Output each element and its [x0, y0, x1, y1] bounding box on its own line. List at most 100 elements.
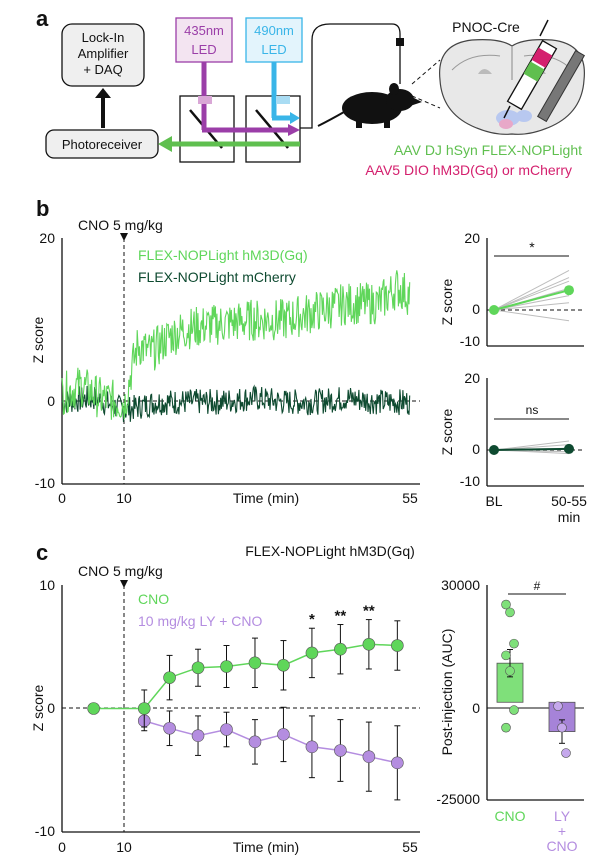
trace-mcherry — [61, 384, 411, 423]
series-line-cno — [93, 643, 398, 710]
amplifier-label-1: Lock-In — [82, 30, 125, 45]
bar-point-ly — [561, 748, 571, 758]
bar-inset-marks — [496, 599, 576, 758]
inset-top-mean-point-end — [564, 285, 574, 296]
bar-inset-significance: # — [534, 579, 541, 593]
significance-marker: ** — [335, 608, 347, 625]
panel-c-ytick-10: 10 — [39, 577, 55, 593]
panel-c-series: * ** ** — [87, 603, 404, 801]
amplifier-label-2: Amplifier — [78, 46, 129, 61]
inset-bottom-mean-point-bl — [489, 445, 499, 455]
data-point-cno — [137, 702, 151, 715]
bar-point-cno — [505, 607, 515, 618]
bar-inset-xtick-cno: CNO — [494, 808, 525, 824]
inset-bottom-mean-line — [493, 447, 570, 451]
data-point-cno — [391, 639, 404, 652]
panel-b-xlabel: Time (min) — [233, 490, 299, 506]
syringe-illustration — [503, 19, 586, 123]
data-point-ly — [163, 721, 176, 735]
panel-b-ylabel: Z score — [30, 316, 46, 363]
panel-c-ylabel: Z score — [30, 684, 46, 731]
panel-b-xtick-55: 55 — [402, 490, 418, 506]
bar-point-cno — [509, 638, 519, 649]
led-490-label-2: LED — [261, 42, 286, 57]
data-point-cno — [362, 637, 376, 651]
panel-c-letter: c — [36, 540, 48, 565]
amplifier-box — [61, 23, 145, 87]
panel-b-injection-marker — [120, 233, 128, 241]
inset-top-ytick-20: 20 — [464, 230, 480, 246]
panel-c-bar-inset: 30000 0 -25000 Post-injection (AUC) # CN… — [436, 577, 584, 854]
panel-b-xtick-0: 0 — [58, 490, 66, 506]
data-point-ly — [334, 744, 347, 757]
series-line-ly — [144, 720, 398, 764]
inset-xtick-end-1: 50-55 — [551, 493, 587, 509]
amplifier-label-3: + DAQ — [83, 62, 122, 77]
data-point-cno — [334, 642, 347, 656]
virus-label-2: AAV5 DIO hM3D(Gq) or mCherry — [365, 162, 572, 178]
signal-arrow-head — [95, 88, 111, 98]
led-490-label-1: 490nm — [254, 23, 294, 38]
mouse-line-label: PNOC-Cre — [452, 19, 520, 35]
bar-inset-ytick-30000: 30000 — [441, 577, 480, 593]
zoom-line-top — [411, 59, 441, 85]
bar-inset-ytick-neg25000: -25000 — [436, 791, 480, 807]
data-point-ly — [362, 750, 376, 763]
data-point-ly — [220, 723, 233, 736]
significance-marker: * — [309, 611, 315, 628]
bar-inset-xtick-ly-2: + — [558, 823, 566, 839]
panel-b-xtick-10: 10 — [116, 490, 132, 506]
panel-c-injection-label: CNO 5 mg/kg — [78, 563, 163, 579]
panel-b-inset-bottom: 20 0 -10 Z score ns BL 50-55 min — [439, 370, 587, 525]
light-arrow-435 — [288, 124, 300, 136]
zoom-line-bottom — [411, 95, 441, 109]
inset-top-mean-line — [493, 289, 570, 311]
panel-b-inset-top: 20 0 -10 Z score * — [439, 230, 584, 349]
data-point-ly — [277, 728, 290, 741]
bar-point-cno — [509, 705, 519, 715]
panel-c-legend-ly: 10 mg/kg LY + CNO — [138, 613, 262, 629]
inset-xtick-bl: BL — [485, 493, 502, 509]
data-point-cno — [87, 702, 100, 715]
led-435-label-1: 435nm — [184, 23, 224, 38]
panel-b-legend-hm3d: FLEX-NOPLight hM3D(Gq) — [138, 247, 308, 263]
data-point-ly — [305, 740, 319, 754]
inset-bottom-ylabel: Z score — [439, 408, 455, 455]
filter-490 — [276, 96, 290, 104]
panel-b-traces — [61, 270, 411, 423]
inset-bottom-lines — [489, 440, 574, 455]
data-point-ly — [191, 729, 205, 742]
bar-point-cno — [501, 722, 511, 733]
panel-b-ytick-20: 20 — [39, 230, 55, 246]
panel-c-xtick-10: 10 — [116, 839, 132, 855]
panel-c: c FLEX-NOPLight hM3D(Gq) CNO 5 mg/kg 10 … — [30, 540, 584, 855]
panel-c-ytick-0: 0 — [47, 700, 55, 716]
bar-inset-xtick-ly-3: CNO — [546, 838, 577, 854]
panel-c-xtick-0: 0 — [58, 839, 66, 855]
data-point-ly — [391, 756, 404, 770]
panel-a-letter: a — [36, 6, 49, 31]
led-435-label-2: LED — [191, 42, 216, 57]
inset-xtick-end-2: min — [558, 509, 581, 525]
inset-top-lines — [489, 269, 574, 322]
inset-top-mean-point-bl — [489, 305, 499, 315]
data-point-cno — [248, 656, 262, 670]
data-point-cno — [277, 658, 290, 672]
inset-bottom-ytick-20: 20 — [464, 370, 480, 386]
trace-hm3d — [61, 270, 411, 420]
data-point-ly — [248, 735, 262, 749]
photoreceiver-label: Photoreceiver — [62, 137, 143, 152]
inset-top-individual-line — [493, 277, 570, 311]
data-point-cno — [191, 661, 205, 675]
bar-inset-xtick-ly-1: LY — [554, 808, 571, 824]
emission-arrow — [158, 136, 172, 152]
inset-top-ytick-0: 0 — [472, 301, 480, 317]
filter-435 — [198, 96, 212, 104]
inset-top-individual-line — [493, 269, 570, 311]
bar-point-cno — [501, 599, 511, 610]
inset-top-ytick-neg10: -10 — [460, 333, 480, 349]
panel-c-injection-marker — [120, 580, 128, 588]
led-490-box — [245, 17, 303, 63]
panel-c-xtick-55: 55 — [402, 839, 418, 855]
